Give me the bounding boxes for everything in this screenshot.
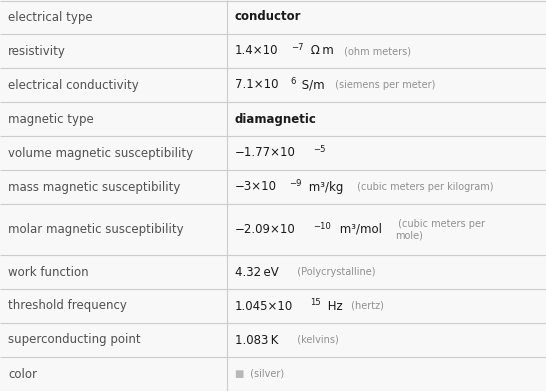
Text: conductor: conductor (235, 11, 301, 23)
Text: −10: −10 (313, 222, 331, 231)
Text: 4.32 eV: 4.32 eV (235, 265, 278, 278)
Text: threshold frequency: threshold frequency (8, 300, 127, 312)
Text: Ω m: Ω m (307, 45, 334, 57)
Text: (cubic meters per kilogram): (cubic meters per kilogram) (354, 182, 494, 192)
Text: (ohm meters): (ohm meters) (341, 46, 411, 56)
Text: magnetic type: magnetic type (8, 113, 94, 126)
Text: work function: work function (8, 265, 88, 278)
Text: 1.045×10: 1.045×10 (235, 300, 293, 312)
Text: Hz: Hz (324, 300, 342, 312)
Text: −7: −7 (290, 43, 303, 52)
Text: −2.09×10: −2.09×10 (235, 223, 295, 236)
Text: m³/mol: m³/mol (336, 223, 382, 236)
Text: (Polycrystalline): (Polycrystalline) (291, 267, 376, 277)
Text: mass magnetic susceptibility: mass magnetic susceptibility (8, 181, 180, 194)
Text: molar magnetic susceptibility: molar magnetic susceptibility (8, 223, 183, 236)
Text: (siemens per meter): (siemens per meter) (332, 80, 435, 90)
Text: (cubic meters per
mole): (cubic meters per mole) (395, 219, 485, 240)
Text: (hertz): (hertz) (348, 301, 384, 311)
Text: electrical type: electrical type (8, 11, 93, 23)
Text: ■: ■ (235, 369, 244, 379)
Text: −3×10: −3×10 (235, 181, 277, 194)
Text: volume magnetic susceptibility: volume magnetic susceptibility (8, 147, 193, 160)
Text: color: color (8, 368, 37, 380)
Text: 1.083 K: 1.083 K (235, 334, 278, 346)
Text: S/m: S/m (298, 79, 324, 91)
Text: m³/kg: m³/kg (305, 181, 343, 194)
Text: diamagnetic: diamagnetic (235, 113, 317, 126)
Text: 7.1×10: 7.1×10 (235, 79, 278, 91)
Text: −5: −5 (313, 145, 325, 154)
Text: superconducting point: superconducting point (8, 334, 141, 346)
Text: (kelvins): (kelvins) (290, 335, 339, 345)
Text: −9: −9 (289, 179, 301, 188)
Text: (silver): (silver) (247, 369, 284, 379)
Text: resistivity: resistivity (8, 45, 66, 57)
Text: 1.4×10: 1.4×10 (235, 45, 278, 57)
Text: 6: 6 (290, 77, 296, 86)
Text: 15: 15 (310, 298, 321, 307)
Text: −1.77×10: −1.77×10 (235, 147, 295, 160)
Text: electrical conductivity: electrical conductivity (8, 79, 139, 91)
